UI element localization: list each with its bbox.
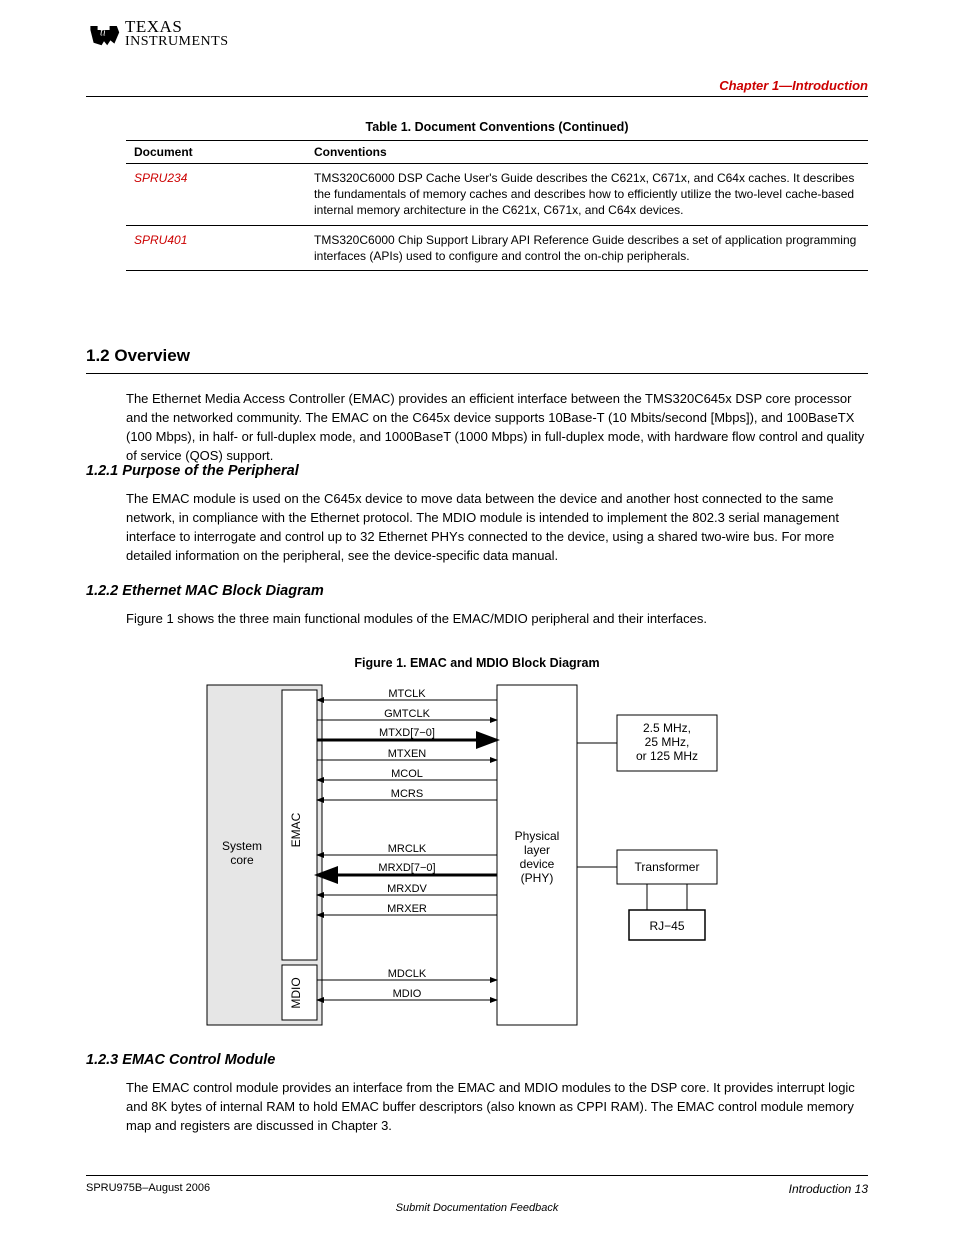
section-1-2-1-body: The EMAC module is used on the C645x dev…: [126, 490, 868, 565]
table-row: SPRU401 TMS320C6000 Chip Support Library…: [126, 225, 868, 270]
doc-desc: TMS320C6000 DSP Cache User's Guide descr…: [306, 164, 868, 226]
chapter-link[interactable]: Chapter 1—Introduction: [719, 78, 868, 93]
sig-mcol: MCOL: [391, 768, 423, 780]
footer-feedback-link[interactable]: Submit Documentation Feedback: [0, 1202, 954, 1214]
label-mdio: MDIO: [289, 977, 303, 1008]
footer-rule: [86, 1175, 868, 1176]
figure-1-title: Figure 1. EMAC and MDIO Block Diagram: [0, 656, 954, 670]
section-1-2-2-body: Figure 1 shows the three main functional…: [126, 610, 868, 629]
top-rule: [86, 96, 868, 97]
sig-mrxd: MRXD[7−0]: [378, 862, 435, 874]
section-1-2-2-heading: 1.2.2 Ethernet MAC Block Diagram: [86, 583, 324, 599]
logo-texas: TEXAS: [125, 19, 229, 35]
label-core: core: [230, 853, 254, 867]
section-1-2-1-heading: 1.2.1 Purpose of the Peripheral: [86, 463, 299, 479]
sig-mrclk: MRCLK: [388, 843, 427, 855]
section-1-2-3-heading: 1.2.3 EMAC Control Module: [86, 1052, 275, 1068]
section-1-2-body: The Ethernet Media Access Controller (EM…: [126, 390, 868, 465]
docnum-link[interactable]: SPRU234: [126, 164, 306, 226]
sig-mdio-line: MDIO: [393, 988, 422, 1000]
docnum-link[interactable]: SPRU401: [126, 225, 306, 270]
sig-mcrs: MCRS: [391, 788, 423, 800]
label-phy3: device: [520, 857, 555, 871]
label-system: System: [222, 839, 262, 853]
logo-instruments: INSTRUMENTS: [125, 35, 229, 48]
label-phy2: layer: [524, 843, 550, 857]
sig-mrxer: MRXER: [387, 903, 427, 915]
sig-mdclk: MDCLK: [388, 968, 427, 980]
label-emac: EMAC: [289, 812, 303, 847]
sig-mtxen: MTXEN: [388, 748, 427, 760]
section-1-2-heading: 1.2 Overview: [86, 346, 190, 366]
ti-logo-icon: ti: [88, 18, 120, 50]
label-phy1: Physical: [515, 829, 560, 843]
table-row: SPRU234 TMS320C6000 DSP Cache User's Gui…: [126, 164, 868, 226]
table1-head-conv: Conventions: [306, 141, 868, 164]
figure-1-diagram: System core EMAC MDIO Physical layer dev…: [0, 680, 954, 1030]
footer-left: SPRU975B–August 2006: [86, 1182, 210, 1194]
table1-title: Table 1. Document Conventions (Continued…: [126, 120, 868, 134]
svg-text:ti: ti: [100, 28, 106, 39]
label-xfmr: Transformer: [635, 860, 700, 874]
section-1-2-3-body: The EMAC control module provides an inte…: [126, 1079, 868, 1136]
label-rj45: RJ−45: [649, 919, 684, 933]
label-phy4: (PHY): [521, 871, 554, 885]
sig-mtclk: MTCLK: [388, 688, 426, 700]
sig-mrxdv: MRXDV: [387, 883, 427, 895]
sig-gmtclk: GMTCLK: [384, 708, 431, 720]
table1: Document Conventions SPRU234 TMS320C6000…: [126, 140, 868, 271]
sig-mtxd: MTXD[7−0]: [379, 727, 435, 739]
doc-desc: TMS320C6000 Chip Support Library API Ref…: [306, 225, 868, 270]
footer-right: Introduction 13: [789, 1182, 868, 1196]
label-osc1: 2.5 MHz,: [643, 721, 691, 735]
section-rule: [86, 373, 868, 374]
table1-head-doc: Document: [126, 141, 306, 164]
label-osc2: 25 MHz,: [645, 735, 690, 749]
label-osc3: or 125 MHz: [636, 749, 698, 763]
